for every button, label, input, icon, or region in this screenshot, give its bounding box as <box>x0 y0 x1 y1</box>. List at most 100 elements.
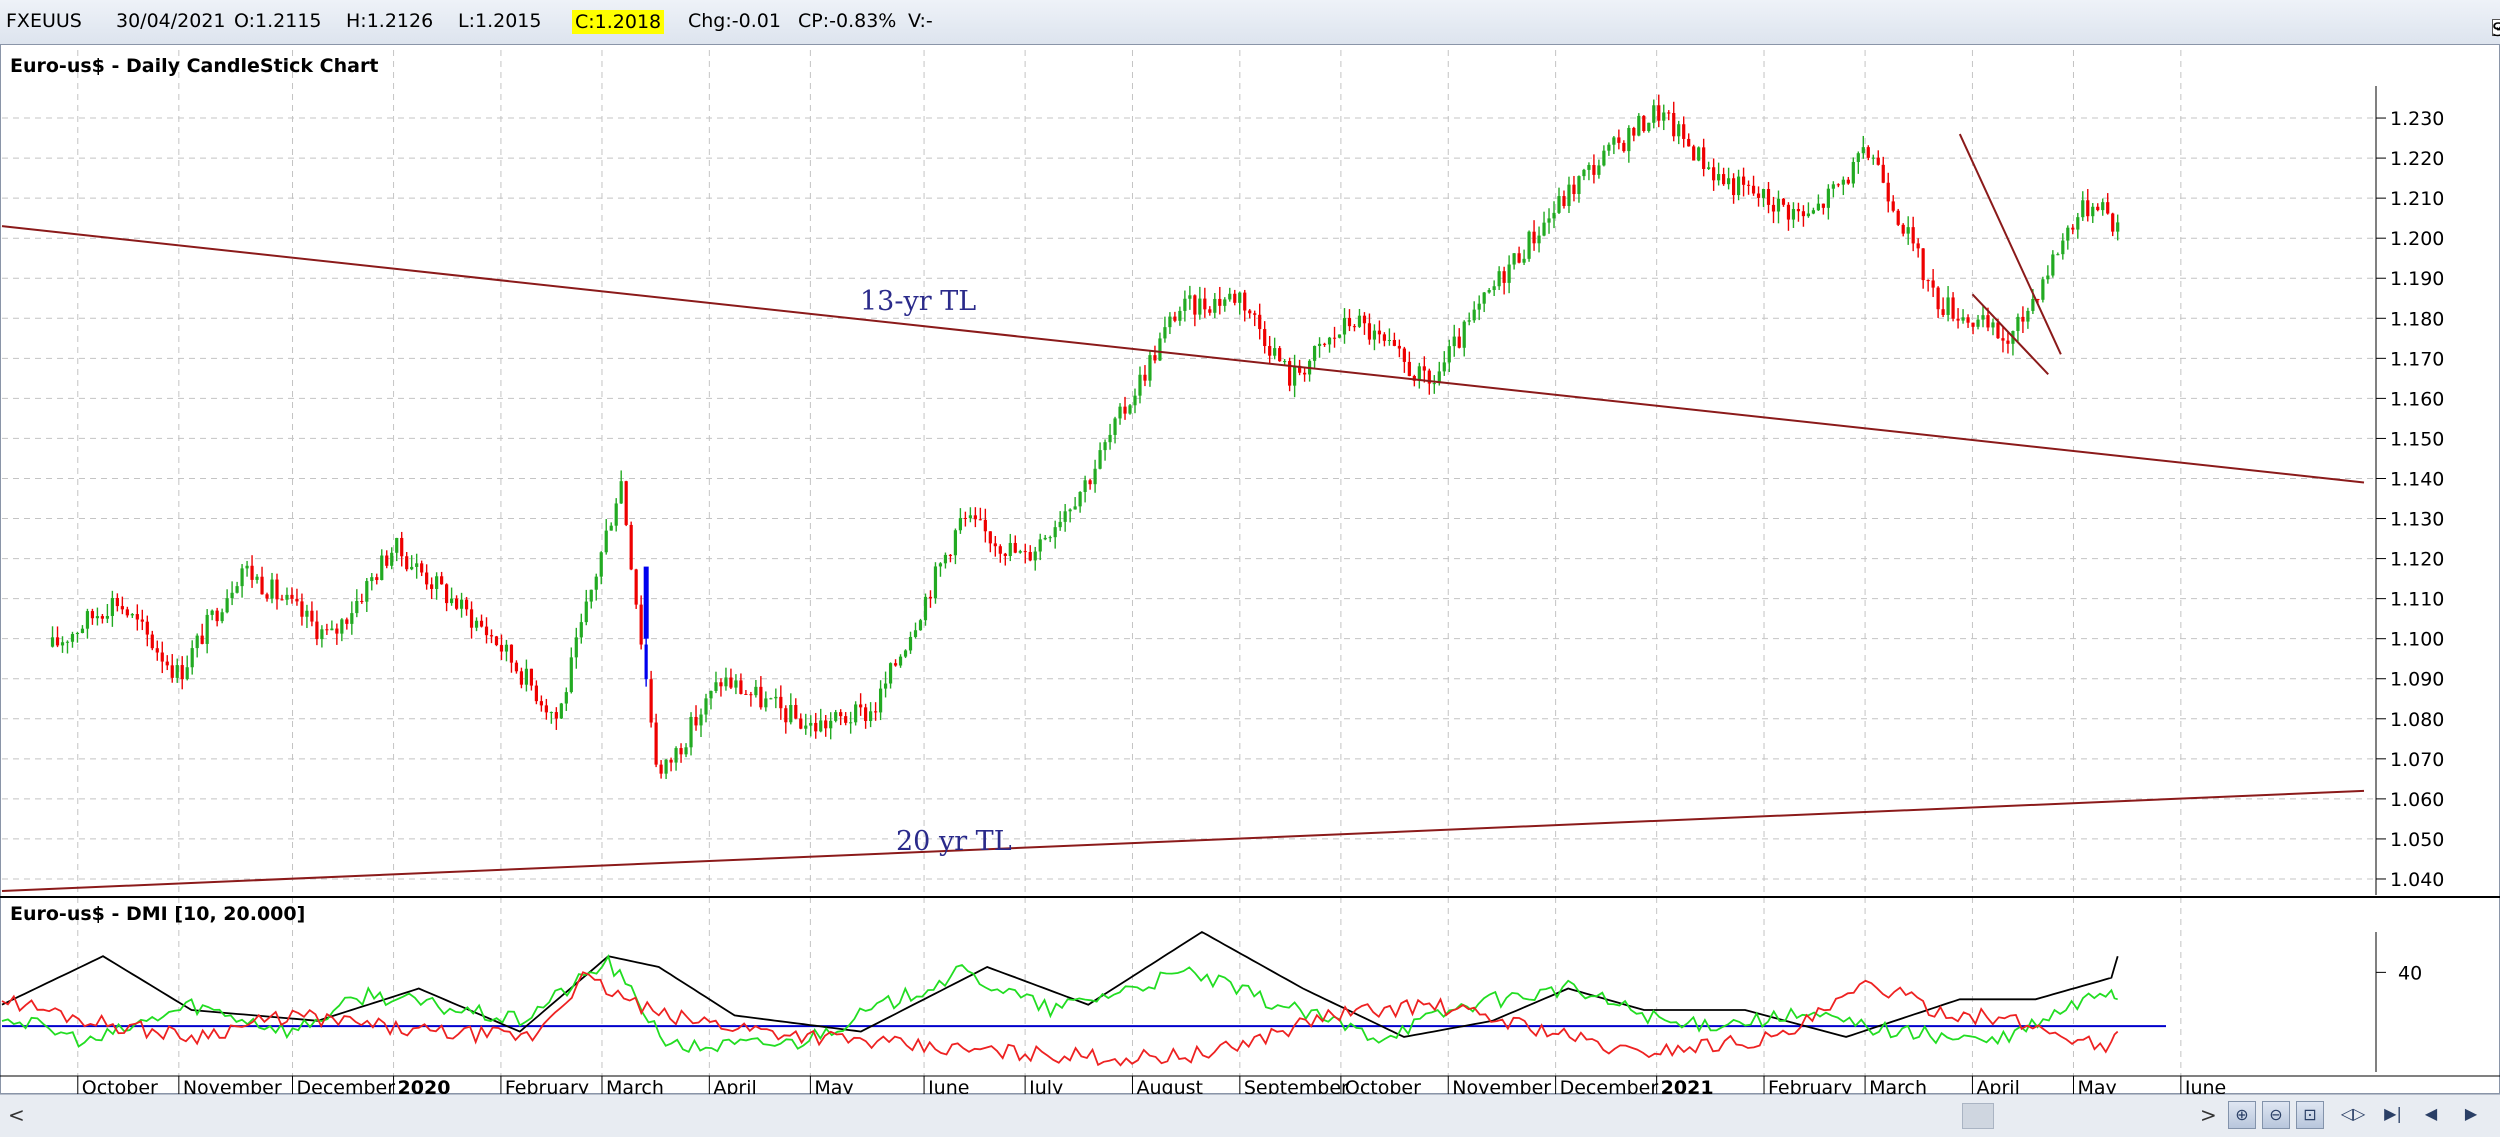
scroll-left-arrow[interactable]: < <box>8 1103 25 1127</box>
candle-body <box>390 552 394 566</box>
scrollbar-thumb[interactable] <box>1962 1103 1994 1129</box>
candle-body <box>220 612 224 622</box>
candle-body <box>923 596 928 621</box>
candle-body <box>1861 147 1865 154</box>
candle-body <box>704 698 708 715</box>
candle-body <box>100 616 105 619</box>
trendline <box>1 789 2365 892</box>
candle-body <box>729 677 733 688</box>
step-right-icon[interactable]: ▶ <box>2464 1104 2478 1123</box>
scroll-right-arrow[interactable]: > <box>2200 1103 2217 1127</box>
candle-body <box>709 690 713 699</box>
candle-body <box>2066 227 2070 241</box>
candle-body <box>1901 224 1905 234</box>
volume-label: V:- <box>908 10 933 32</box>
candle-body <box>1791 209 1796 220</box>
time-axis-label: December <box>1560 1077 1659 1094</box>
candle-body <box>988 531 992 544</box>
step-left-icon[interactable]: ◀ <box>2424 1104 2438 1123</box>
candle-body <box>1751 185 1756 194</box>
candle-body <box>1697 147 1701 161</box>
trendline-label: 20 yr TL <box>896 826 1012 857</box>
candle-body <box>749 694 753 696</box>
candle-body <box>1507 264 1511 283</box>
candle-body <box>1263 329 1267 347</box>
candle-body <box>609 525 613 531</box>
candle-body <box>85 611 90 629</box>
candle-body <box>784 708 788 723</box>
candle-body <box>1612 137 1616 145</box>
grid <box>2 50 2376 1076</box>
candle-body <box>1372 330 1377 340</box>
candle-body <box>1502 271 1506 283</box>
candle-body <box>270 579 274 599</box>
candle-body <box>614 503 618 526</box>
candle-body <box>255 576 259 580</box>
fit-icon[interactable]: ⊡ <box>2296 1101 2324 1129</box>
candle-body <box>1552 212 1556 219</box>
candle-body <box>1357 315 1362 327</box>
high-label: H:1.2126 <box>346 10 434 32</box>
pan-both-icon[interactable]: ◁▷ <box>2340 1104 2366 1123</box>
dmi-series-adx <box>1 930 2119 1038</box>
candle-body <box>1856 153 1860 162</box>
candle-body <box>484 626 489 636</box>
zoom-out-icon[interactable]: ⊖ <box>2262 1101 2290 1129</box>
candle-body <box>245 565 249 569</box>
candle-body <box>360 601 364 603</box>
candle-body <box>963 517 967 519</box>
checkbox-icon[interactable]: ✓ <box>2492 19 2500 36</box>
candle-body <box>1078 491 1082 507</box>
candle-body <box>1462 321 1466 348</box>
candle-body <box>824 720 828 729</box>
candle-body <box>165 661 169 666</box>
dmi-lines <box>1 930 2166 1067</box>
candle-body <box>953 530 958 556</box>
candle-body <box>2016 316 2020 332</box>
candle-body <box>70 634 75 642</box>
candle-body <box>1557 196 1561 213</box>
candle-body <box>320 629 324 640</box>
candle-body <box>1108 434 1112 443</box>
candle-body <box>789 704 793 723</box>
axes: October November December 2020 February March… <box>0 86 2500 1094</box>
candle-body <box>140 619 144 622</box>
zoom-in-icon[interactable]: ⊕ <box>2228 1101 2256 1129</box>
candle-body <box>205 614 209 644</box>
time-axis-label: 2021 <box>1661 1077 1714 1094</box>
candle-body <box>689 716 693 748</box>
chart-canvas[interactable]: 13-yr TL 20 yr TL October November December… <box>0 0 2500 1094</box>
open-label: O:1.2115 <box>234 10 322 32</box>
candle-body <box>1203 298 1207 310</box>
candle-body <box>1786 204 1791 220</box>
candle-body <box>519 671 524 685</box>
candle-body <box>883 683 888 689</box>
horizontal-scrollbar[interactable]: < > ⊕ ⊖ ⊡ ◁▷ ▶| ◀ ▶ <box>0 1094 2500 1137</box>
candle-body <box>1991 322 1995 328</box>
candle-body <box>1971 322 1975 327</box>
candle-body <box>1986 315 1990 328</box>
candle-body <box>579 622 583 638</box>
candle-body <box>1741 176 1746 185</box>
candle-body <box>799 718 803 729</box>
price-tick-label: 1.040 <box>2390 869 2444 891</box>
candle-body <box>804 725 808 729</box>
time-axis-label: December <box>297 1077 396 1094</box>
candle-body <box>1587 165 1591 170</box>
candle-body <box>644 644 648 680</box>
candle-body <box>2071 227 2075 230</box>
time-axis-label: May <box>2077 1077 2116 1094</box>
candle-body <box>135 614 139 620</box>
candle-body <box>564 692 568 704</box>
candle-body <box>1208 309 1212 313</box>
candle-body <box>854 704 858 723</box>
candle-body <box>938 563 943 567</box>
candle-body <box>1148 355 1152 381</box>
candle-body <box>380 555 384 580</box>
candle-body <box>1283 361 1287 363</box>
candle-body <box>479 620 484 627</box>
candle-body <box>1617 137 1621 143</box>
jump-end-icon[interactable]: ▶| <box>2384 1104 2402 1123</box>
highlight-candle <box>643 566 649 639</box>
candle-body <box>534 685 538 702</box>
